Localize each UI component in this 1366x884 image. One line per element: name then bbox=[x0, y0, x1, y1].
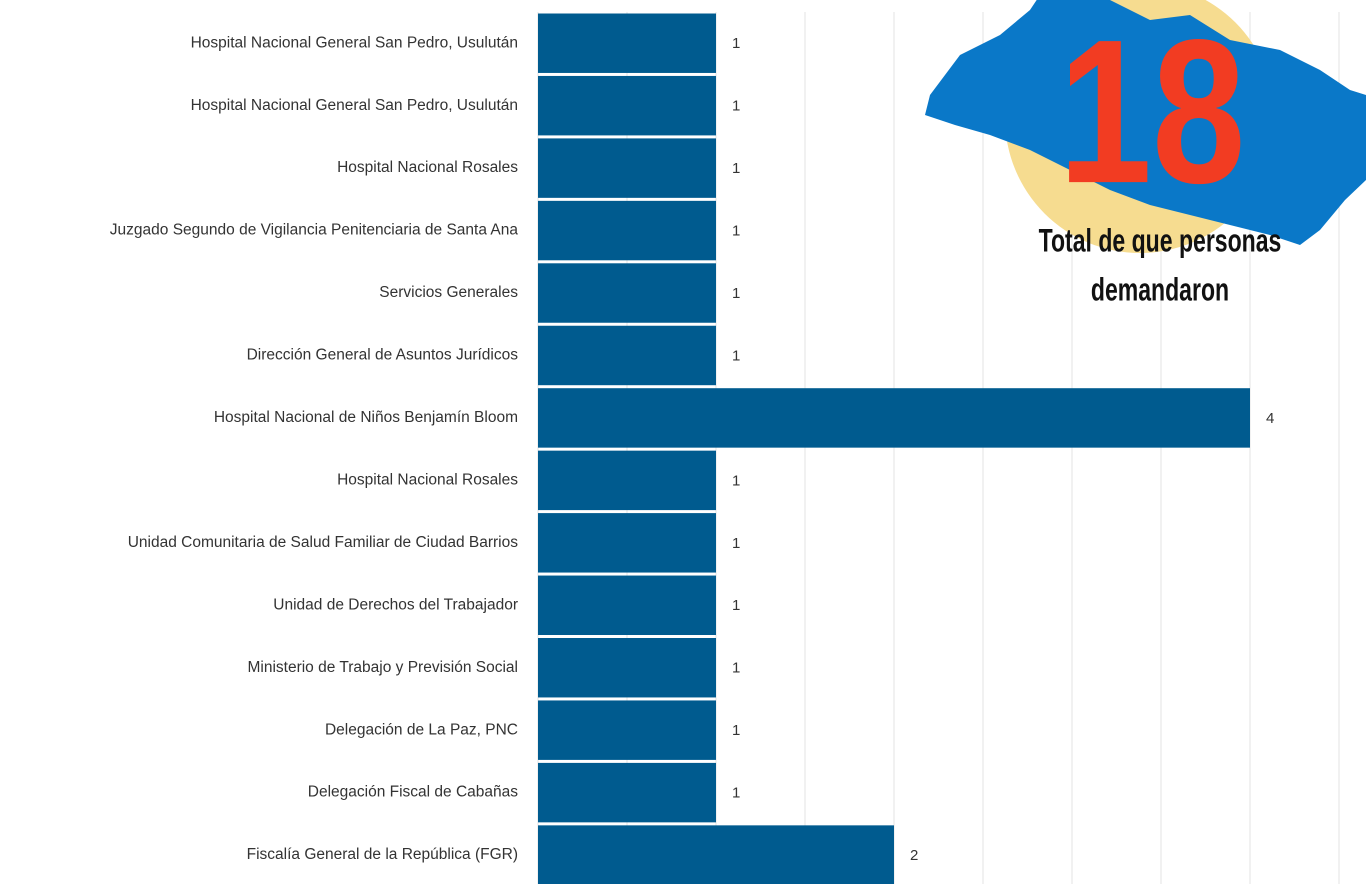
bar bbox=[538, 75, 716, 136]
bars: Hospital Nacional General San Pedro, Usu… bbox=[110, 13, 1274, 884]
map-shape bbox=[925, 0, 1366, 245]
y-tick-label: Dirección General de Asuntos Jurídicos bbox=[247, 347, 519, 364]
bar bbox=[538, 450, 716, 511]
value-label: 1 bbox=[732, 535, 740, 552]
y-tick-label: Servicios Generales bbox=[379, 284, 518, 301]
bar bbox=[538, 762, 716, 823]
value-label: 4 bbox=[1266, 410, 1274, 427]
badge: 18 Total de que personas demandaron bbox=[925, 0, 1366, 307]
y-tick-label: Juzgado Segundo de Vigilancia Penitencia… bbox=[110, 222, 519, 239]
value-label: 2 bbox=[910, 847, 918, 864]
badge-caption: demandaron bbox=[1091, 272, 1229, 308]
bar bbox=[538, 388, 1250, 448]
bar bbox=[538, 700, 716, 760]
badge-number: 18 bbox=[1059, 0, 1246, 226]
value-label: 1 bbox=[732, 660, 740, 677]
bar bbox=[538, 13, 716, 73]
value-label: 1 bbox=[732, 597, 740, 614]
value-label: 1 bbox=[732, 98, 740, 115]
y-tick-label: Delegación Fiscal de Cabañas bbox=[308, 784, 518, 801]
bar bbox=[538, 513, 716, 573]
bar bbox=[538, 138, 716, 198]
bar bbox=[538, 575, 716, 635]
y-tick-label: Hospital Nacional Rosales bbox=[337, 471, 518, 488]
value-label: 1 bbox=[732, 472, 740, 489]
y-tick-label: Hospital Nacional de Niños Benjamín Bloo… bbox=[214, 409, 518, 426]
y-tick-label: Unidad de Derechos del Trabajador bbox=[273, 596, 518, 613]
badge-caption: Total de que personas bbox=[1039, 223, 1282, 259]
value-label: 1 bbox=[732, 347, 740, 364]
value-label: 1 bbox=[732, 285, 740, 302]
bar bbox=[538, 200, 716, 261]
value-label: 1 bbox=[732, 160, 740, 177]
y-tick-label: Hospital Nacional General San Pedro, Usu… bbox=[191, 97, 518, 114]
value-label: 1 bbox=[732, 722, 740, 739]
value-label: 1 bbox=[732, 223, 740, 240]
y-tick-label: Ministerio de Trabajo y Previsión Social bbox=[247, 659, 518, 676]
bar bbox=[538, 638, 716, 698]
y-tick-label: Delegación de La Paz, PNC bbox=[325, 721, 518, 738]
bar bbox=[538, 325, 716, 386]
bar bbox=[538, 263, 716, 323]
y-tick-label: Fiscalía General de la República (FGR) bbox=[247, 846, 518, 863]
value-label: 1 bbox=[732, 35, 740, 52]
y-tick-label: Hospital Nacional General San Pedro, Usu… bbox=[191, 34, 518, 51]
value-label: 1 bbox=[732, 785, 740, 802]
y-tick-label: Unidad Comunitaria de Salud Familiar de … bbox=[128, 534, 519, 551]
bar bbox=[538, 825, 894, 884]
y-tick-label: Hospital Nacional Rosales bbox=[337, 159, 518, 176]
